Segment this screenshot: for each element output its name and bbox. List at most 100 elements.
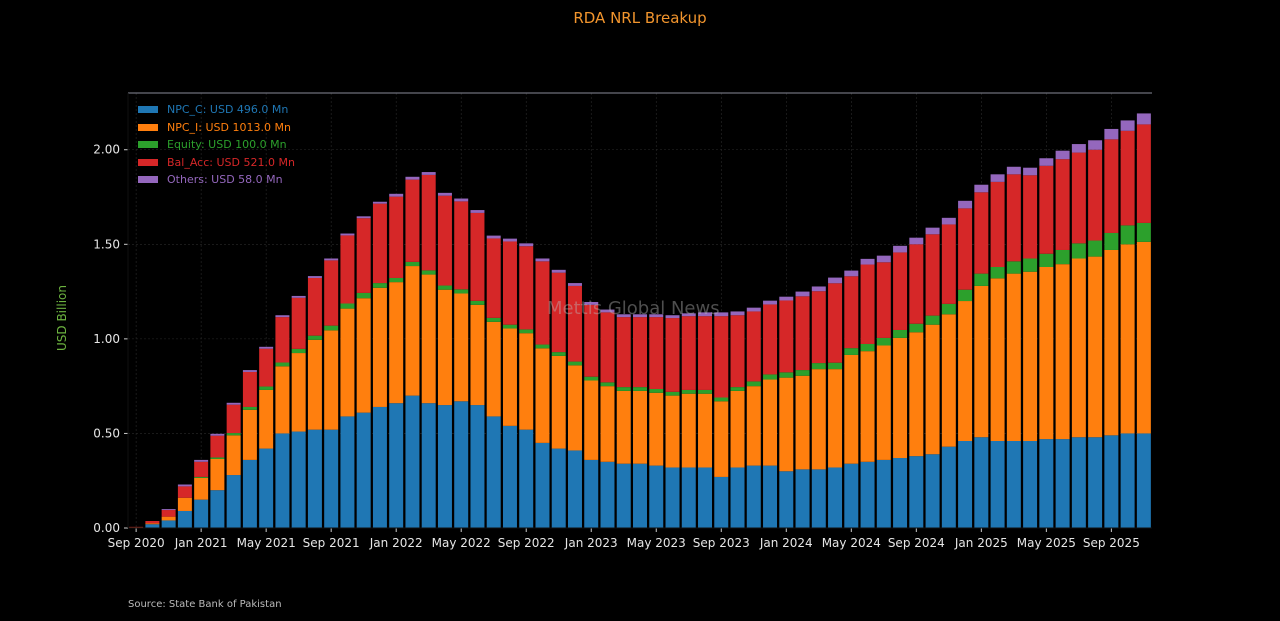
bar-segment-npc-i	[389, 282, 404, 404]
bar-segment-npc-i	[1136, 241, 1151, 434]
x-tick-label: Sep 2021	[303, 536, 360, 550]
bar-segment-others	[958, 200, 973, 209]
bar-segment-bal-acc	[535, 261, 550, 345]
bar-segment-equity	[210, 457, 225, 459]
bar-segment-equity	[925, 315, 940, 325]
bar-segment-others	[779, 296, 794, 301]
bar-segment-npc-c	[194, 499, 209, 528]
watermark: Mettis Global News	[547, 298, 720, 319]
bar-segment-equity	[405, 261, 420, 267]
bar-segment-others	[324, 258, 339, 261]
bar-segment-npc-c	[535, 442, 550, 528]
bar-segment-npc-c	[161, 520, 176, 528]
bar-segment-equity	[421, 270, 436, 275]
bar-segment-npc-i	[584, 380, 599, 460]
x-tick-label: Jan 2025	[954, 536, 1008, 550]
bar-segment-equity	[307, 335, 322, 340]
bar-segment-npc-i	[974, 285, 989, 438]
bar-segment-npc-i	[714, 401, 729, 477]
bar-segment-bal-acc	[486, 238, 501, 318]
bar-segment-equity	[567, 361, 582, 366]
bar-segment-bal-acc	[909, 244, 924, 324]
bar-segment-bal-acc	[567, 285, 582, 362]
legend: NPC_C: USD 496.0 Mn NPC_I: USD 1013.0 Mn E…	[138, 101, 295, 189]
bar-segment-equity	[1006, 261, 1021, 274]
bar-segment-npc-c	[486, 416, 501, 528]
bar-segment-npc-i	[242, 409, 257, 460]
bar-segment-equity	[649, 388, 664, 393]
bar-segment-npc-c	[779, 471, 794, 528]
x-tick-label: Sep 2023	[693, 536, 750, 550]
bar-segment-equity	[1023, 258, 1038, 272]
bar-segment-npc-c	[844, 463, 859, 528]
bar-segment-others	[633, 314, 647, 318]
bar-segment-npc-c	[177, 510, 192, 528]
bar-segment-equity	[714, 397, 729, 402]
bar-segment-bal-acc	[242, 371, 257, 407]
bar-segment-others	[665, 315, 680, 319]
bar-segment-equity	[860, 343, 875, 352]
bar-segment-bal-acc	[714, 316, 729, 398]
x-tick-label: Jan 2023	[564, 536, 618, 550]
bar-segment-npc-i	[633, 390, 647, 464]
bar-segment-npc-c	[763, 465, 778, 528]
bar-segment-bal-acc	[811, 291, 826, 364]
bar-segment-bal-acc	[372, 203, 387, 284]
bar-segment-npc-c	[1136, 433, 1151, 528]
bar-segment-equity	[1088, 240, 1103, 257]
bar-segment-equity	[600, 382, 615, 387]
x-tick-label: Sep 2025	[1083, 536, 1140, 550]
bar-segment-npc-i	[551, 355, 566, 449]
bar-segment-others	[372, 201, 387, 204]
bar-segment-npc-c	[633, 463, 647, 528]
legend-swatch	[138, 106, 158, 114]
bar-segment-npc-c	[698, 467, 713, 528]
y-tick-label: 0.00	[93, 521, 120, 535]
bar-segment-equity	[811, 363, 826, 370]
bar-segment-npc-c	[941, 446, 956, 528]
bar-segment-npc-c	[145, 524, 160, 528]
bar-segment-bal-acc	[616, 317, 631, 388]
bar-segment-equity	[746, 381, 761, 387]
bar-segment-npc-c	[974, 437, 989, 528]
bar-segment-others	[470, 210, 485, 213]
bar-segment-others	[307, 276, 322, 278]
bar-segment-others	[876, 255, 891, 263]
bar-segment-bal-acc	[746, 311, 761, 382]
bar-segment-npc-i	[925, 324, 940, 455]
x-tick-label: Sep 2022	[498, 536, 555, 550]
bar-segment-npc-i	[844, 354, 859, 464]
bar-segment-bal-acc	[1120, 130, 1135, 226]
bar-segment-npc-i	[519, 333, 534, 430]
bar-segment-bal-acc	[681, 316, 696, 390]
x-tick-label: Sep 2024	[888, 536, 945, 550]
bar-segment-others	[567, 283, 582, 286]
bar-segment-npc-i	[1023, 271, 1038, 441]
bar-segment-npc-c	[681, 467, 696, 528]
bar-segment-bal-acc	[259, 348, 274, 387]
bar-segment-npc-i	[194, 477, 209, 500]
bar-segment-npc-i	[226, 435, 241, 476]
x-tick-label: Jan 2021	[174, 536, 228, 550]
bar-segment-npc-c	[616, 463, 631, 528]
bar-segment-bal-acc	[437, 195, 452, 286]
bar-segment-bal-acc	[876, 262, 891, 338]
bar-segment-equity	[1120, 225, 1135, 245]
bar-segment-bal-acc	[795, 296, 810, 371]
bar-segment-bal-acc	[1023, 175, 1038, 259]
bar-segment-npc-i	[665, 395, 680, 468]
bar-segment-bal-acc	[1039, 165, 1054, 254]
legend-item-npc-c: NPC_C: USD 496.0 Mn	[138, 101, 295, 119]
bar-segment-others	[763, 300, 778, 305]
legend-item-others: Others: USD 58.0 Mn	[138, 171, 295, 189]
bar-segment-others	[405, 176, 420, 180]
bar-segment-npc-c	[567, 450, 582, 528]
bar-segment-npc-c	[665, 467, 680, 528]
bar-segment-others	[502, 238, 517, 242]
bar-segment-npc-i	[909, 332, 924, 457]
bar-segment-equity	[437, 285, 452, 290]
bar-segment-npc-c	[405, 395, 420, 528]
bar-segment-bal-acc	[730, 315, 745, 388]
bar-segment-bal-acc	[600, 312, 615, 383]
bar-segment-bal-acc	[974, 192, 989, 274]
